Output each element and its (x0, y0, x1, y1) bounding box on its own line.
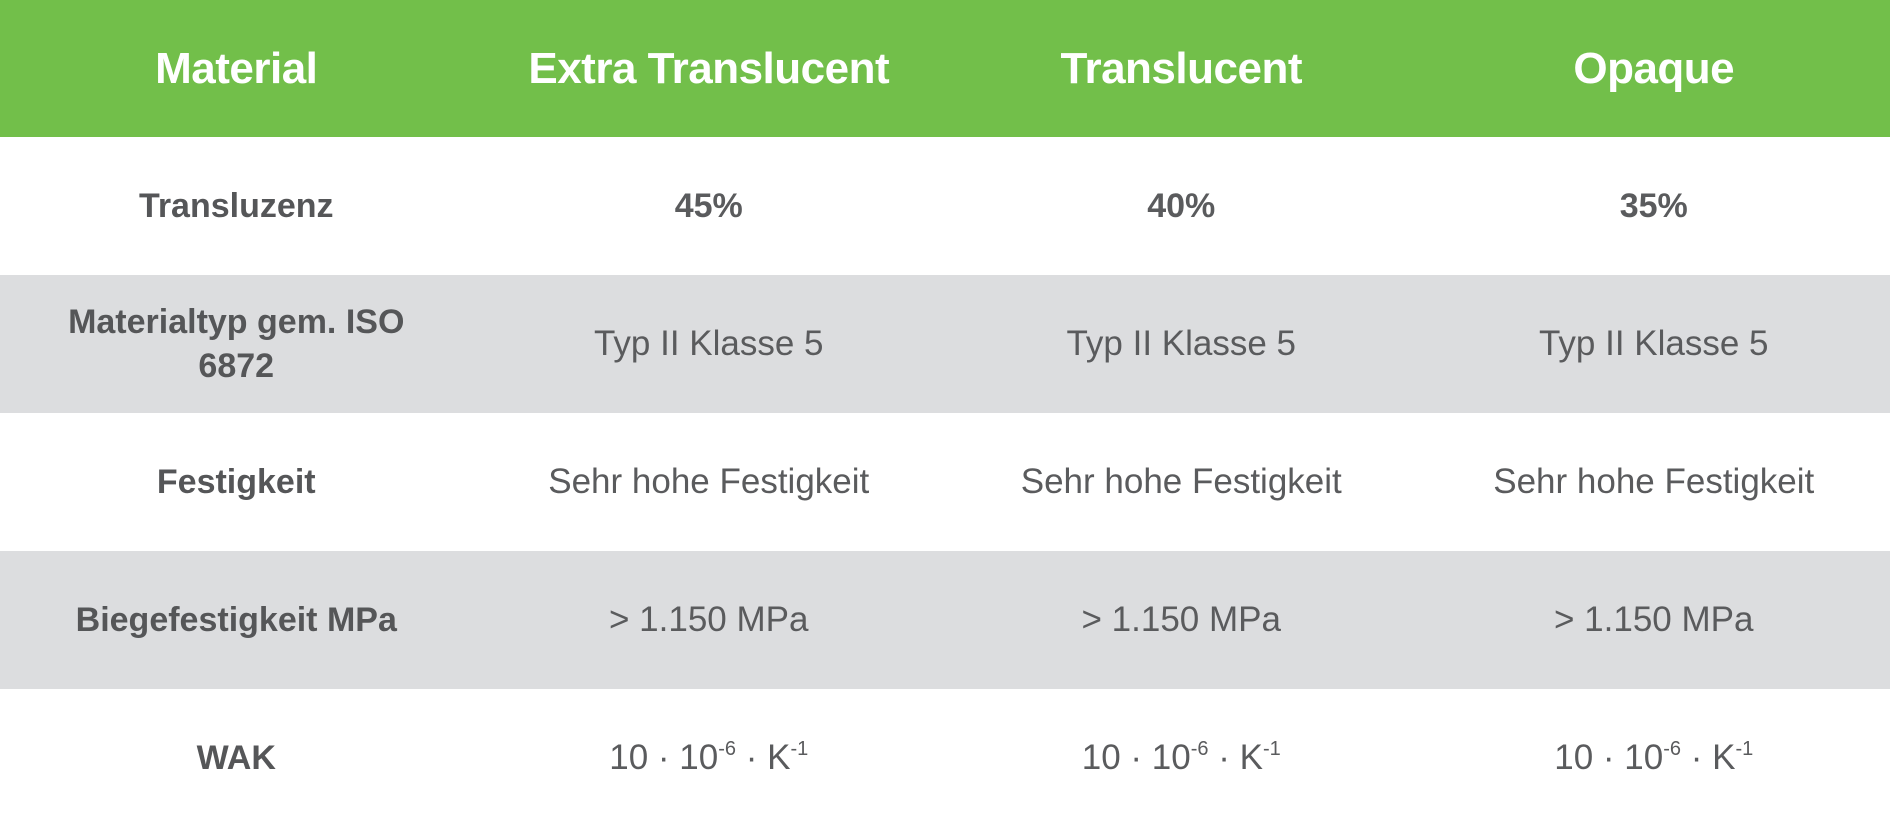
header-opaque: Opaque (1573, 43, 1735, 93)
wak-base: 10 · 10 (1081, 738, 1191, 777)
table-row-transluzenz: Transluzenz 45% 40% 35% (0, 137, 1890, 275)
row-label: Materialtyp gem. ISO 6872 (68, 303, 405, 385)
cell-value: > 1.150 MPa (609, 600, 809, 639)
header-translucent: Translucent (1060, 43, 1303, 93)
wak-unit: · K (1681, 738, 1736, 777)
cell-value: 45% (674, 186, 743, 225)
cell-value: 10 · 10-6 · K-1 (945, 689, 1418, 827)
cell-value: > 1.150 MPa (1554, 600, 1754, 639)
cell-value: Sehr hohe Festigkeit (1020, 462, 1342, 501)
row-label: Biegefestigkeit MPa (75, 601, 397, 639)
wak-exponent: -6 (1663, 738, 1681, 760)
cell-value: Typ II Klasse 5 (593, 324, 824, 363)
cell-value: Sehr hohe Festigkeit (548, 462, 870, 501)
table-row-festigkeit: Festigkeit Sehr hohe Festigkeit Sehr hoh… (0, 413, 1890, 551)
wak-unit: · K (736, 738, 791, 777)
cell-value: 10 · 10-6 · K-1 (473, 689, 946, 827)
header-extra-translucent: Extra Translucent (528, 43, 890, 93)
wak-base: 10 · 10 (609, 738, 719, 777)
wak-unit: · K (1208, 738, 1263, 777)
cell-value: Sehr hohe Festigkeit (1493, 462, 1815, 501)
row-label: Transluzenz (138, 187, 334, 225)
cell-value: 10 · 10-6 · K-1 (1418, 689, 1890, 827)
cell-value: 35% (1619, 186, 1688, 225)
cell-value: > 1.150 MPa (1081, 600, 1281, 639)
wak-unit-exponent: -1 (1735, 738, 1754, 760)
wak-unit-exponent: -1 (1262, 738, 1281, 760)
wak-exponent: -6 (718, 738, 736, 760)
cell-value: Typ II Klasse 5 (1066, 324, 1297, 363)
wak-base: 10 · 10 (1554, 738, 1664, 777)
wak-unit-exponent: -1 (790, 738, 809, 760)
header-row: Material Extra Translucent Translucent O… (0, 0, 1890, 137)
row-label: WAK (196, 739, 276, 777)
row-label: Festigkeit (156, 463, 316, 501)
wak-exponent: -6 (1190, 738, 1209, 760)
table-row-biegefestigkeit: Biegefestigkeit MPa > 1.150 MPa > 1.150 … (0, 551, 1890, 689)
table-row-wak: WAK 10 · 10-6 · K-1 10 · 10-6 · K-1 10 ·… (0, 689, 1890, 827)
cell-value: Typ II Klasse 5 (1538, 324, 1769, 363)
table-row-materialtyp: Materialtyp gem. ISO 6872 Typ II Klasse … (0, 275, 1890, 413)
header-material: Material (155, 43, 318, 93)
cell-value: 40% (1147, 186, 1216, 225)
